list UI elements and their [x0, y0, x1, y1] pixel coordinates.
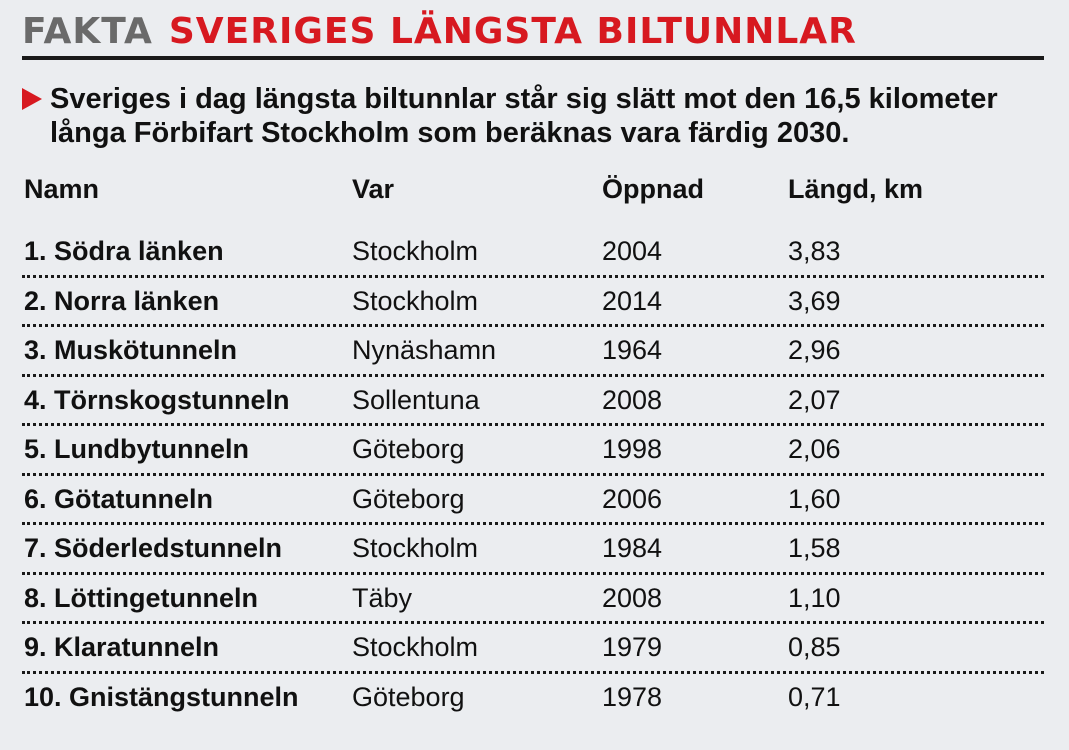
column-header-length: Längd, km	[788, 174, 924, 204]
tunnel-opened: 2014	[602, 285, 663, 316]
tunnel-length: 3,69	[788, 285, 841, 316]
tunnel-length: 1,10	[788, 582, 841, 613]
tunnel-opened: 1984	[602, 533, 663, 563]
tunnel-name: 10. Gnistängstunneln	[24, 681, 299, 712]
table-row: 1. Södra länken Stockholm 2004 3,83	[22, 228, 1044, 278]
tunnel-name: 6. Götatunneln	[24, 483, 213, 514]
tunnel-location: Göteborg	[352, 681, 465, 712]
tunnel-location: Stockholm	[352, 533, 479, 563]
fact-box-header: FAKTA SVERIGES LÄNGSTA BILTUNNLAR	[22, 0, 1044, 60]
tunnel-table: Namn Var Öppnad Längd, km 1. Södra länke…	[22, 172, 1044, 723]
table-row: 3. Muskötunneln Nynäshamn 1964 2,96	[22, 327, 1044, 377]
tunnel-name: 7. Söderledstunneln	[24, 533, 283, 563]
tunnel-name: 2. Norra länken	[24, 285, 220, 316]
tunnel-length: 2,06	[788, 434, 841, 464]
tunnel-length: 3,83	[788, 236, 841, 266]
tunnel-length: 2,07	[788, 384, 841, 415]
tunnel-length: 1,58	[788, 533, 841, 563]
tunnel-opened: 2008	[602, 582, 663, 613]
tunnel-name: 5. Lundbytunneln	[24, 434, 249, 464]
tunnel-length: 0,85	[788, 632, 841, 662]
table-row: 6. Götatunneln Göteborg 2006 1,60	[22, 476, 1044, 525]
tunnel-length: 2,96	[788, 335, 841, 365]
tunnel-location: Sollentuna	[352, 384, 480, 415]
intro-paragraph: Sveriges i dag längsta biltunnlar står s…	[22, 82, 1044, 150]
headline: SVERIGES LÄNGSTA BILTUNNLAR	[168, 10, 857, 52]
table-row: 4. Törnskogstunneln Sollentuna 2008 2,07	[22, 377, 1044, 426]
tunnel-name: 1. Södra länken	[24, 236, 224, 266]
tunnel-name: 9. Klaratunneln	[24, 632, 220, 662]
tunnel-length: 0,71	[788, 681, 841, 712]
tunnel-location: Stockholm	[352, 285, 479, 316]
tunnel-location: Täby	[352, 582, 413, 613]
column-header-name: Namn	[24, 174, 100, 204]
column-header-location: Var	[352, 174, 395, 204]
table-row: 5. Lundbytunneln Göteborg 1998 2,06	[22, 426, 1044, 476]
tunnel-opened: 2006	[602, 483, 663, 514]
kicker-label: FAKTA	[22, 10, 153, 52]
column-header-opened: Öppnad	[602, 174, 704, 204]
tunnel-location: Nynäshamn	[352, 335, 497, 365]
table-row: 8. Löttingetunneln Täby 2008 1,10	[22, 575, 1044, 624]
table-row: 9. Klaratunneln Stockholm 1979 0,85	[22, 624, 1044, 674]
triangle-bullet-icon	[22, 88, 42, 110]
tunnel-length: 1,60	[788, 483, 841, 514]
tunnel-location: Göteborg	[352, 483, 465, 514]
tunnel-opened: 2004	[602, 236, 663, 266]
tunnel-location: Stockholm	[352, 236, 479, 266]
tunnel-opened: 2008	[602, 384, 663, 415]
tunnel-name: 3. Muskötunneln	[24, 335, 238, 365]
tunnel-name: 8. Löttingetunneln	[24, 582, 258, 613]
tunnel-location: Stockholm	[352, 632, 479, 662]
tunnel-name: 4. Törnskogstunneln	[24, 384, 290, 415]
table-header-row: Namn Var Öppnad Längd, km	[22, 172, 1044, 228]
table-row: 7. Söderledstunneln Stockholm 1984 1,58	[22, 525, 1044, 575]
tunnel-opened: 1998	[602, 434, 663, 464]
table-row: 2. Norra länken Stockholm 2014 3,69	[22, 278, 1044, 327]
intro-text: Sveriges i dag längsta biltunnlar står s…	[50, 83, 998, 149]
tunnel-opened: 1978	[602, 681, 663, 712]
tunnel-location: Göteborg	[352, 434, 465, 464]
tunnel-opened: 1964	[602, 335, 663, 365]
tunnel-opened: 1979	[602, 632, 663, 662]
fact-box: FAKTA SVERIGES LÄNGSTA BILTUNNLAR Sverig…	[22, 0, 1044, 723]
table-row: 10. Gnistängstunneln Göteborg 1978 0,71	[22, 674, 1044, 724]
